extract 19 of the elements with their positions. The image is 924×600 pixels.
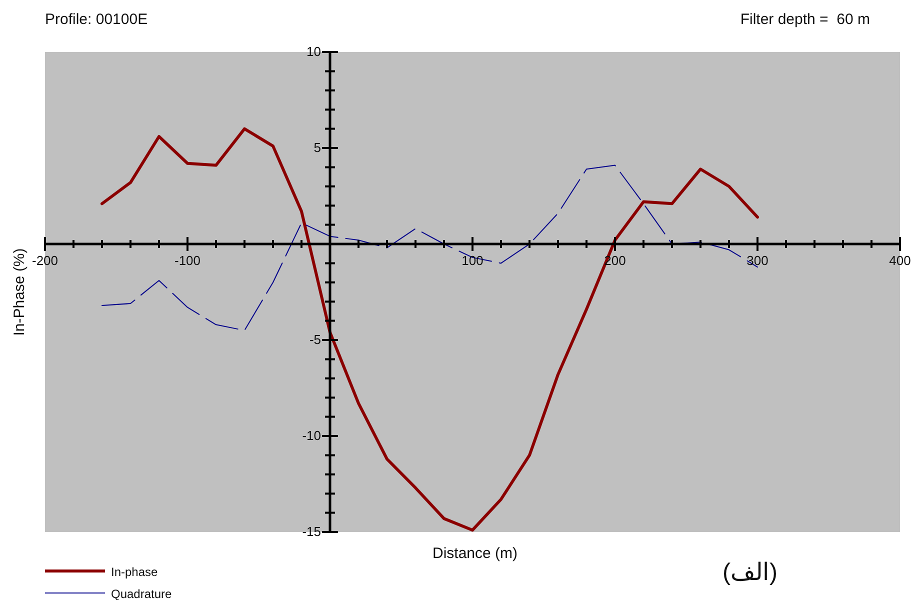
y-tick-label: 5 xyxy=(314,140,321,155)
legend-label: In-phase xyxy=(111,565,158,579)
x-tick-label: -100 xyxy=(174,253,201,268)
x-tick-label: 300 xyxy=(746,253,768,268)
legend-item: Quadrature xyxy=(44,587,172,600)
y-axis-title: In-Phase (%) xyxy=(11,248,28,336)
x-tick-label: -200 xyxy=(32,253,58,268)
y-tick-label: 10 xyxy=(306,44,321,59)
legend-item: In-phase xyxy=(45,565,158,579)
legend-label: Quadrature xyxy=(111,587,172,600)
x-tick-label: 400 xyxy=(889,253,911,268)
y-tick-label: -10 xyxy=(302,428,321,443)
y-tick-label: -5 xyxy=(309,332,321,347)
x-tick-label: 100 xyxy=(462,253,484,268)
x-axis-title: Distance (m) xyxy=(432,545,518,562)
y-tick-label: -15 xyxy=(302,524,321,539)
chart-title: Profile: 00100E xyxy=(45,11,148,28)
text: Filter depth = 60 m xyxy=(740,11,870,28)
text: (الف) xyxy=(722,559,778,586)
